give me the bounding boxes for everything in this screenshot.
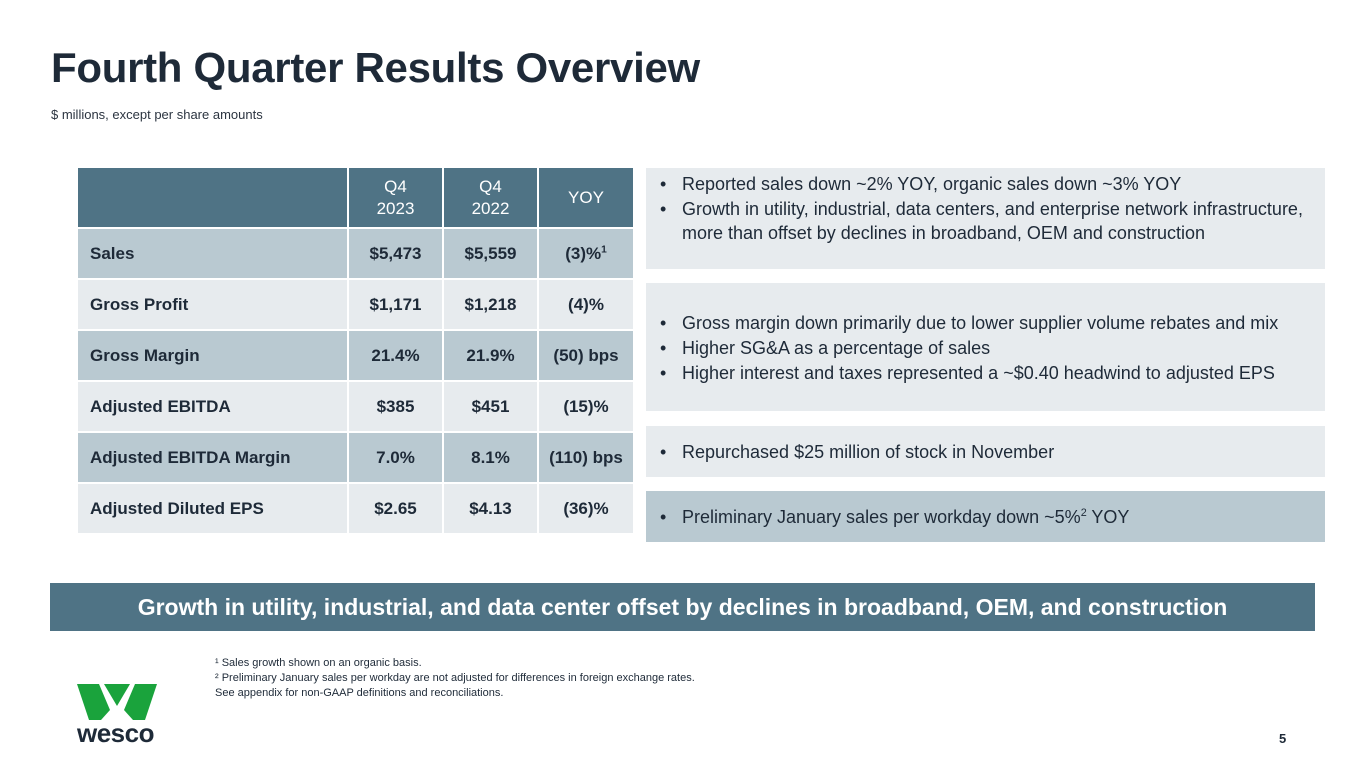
bullet-text: Preliminary January sales per workday do… bbox=[682, 507, 1081, 527]
wesco-w-mark-icon bbox=[77, 684, 157, 720]
cell-q4-2023: 7.0% bbox=[348, 432, 444, 484]
bullet-text: Growth in utility, industrial, data cent… bbox=[682, 199, 1303, 243]
footnote-2: ² Preliminary January sales per workday … bbox=[215, 672, 695, 684]
cell-yoy: (110) bps bbox=[538, 432, 635, 484]
list-item: • Repurchased $25 million of stock in Nov… bbox=[660, 440, 1325, 464]
highlights-sales-box: • Reported sales down ~2% YOY, organic sa… bbox=[646, 168, 1325, 269]
row-label: Adjusted Diluted EPS bbox=[78, 483, 349, 535]
row-label: Gross Profit bbox=[78, 279, 349, 331]
header-q4-2022-line2: 2022 bbox=[471, 198, 510, 218]
footnote-ref-2: 2 bbox=[1080, 507, 1087, 519]
cell-q4-2022: $451 bbox=[443, 381, 539, 433]
header-q4-2023-line1: Q4 bbox=[384, 176, 407, 196]
table-header-row: Q4 2023 Q4 2022 YOY bbox=[78, 168, 635, 229]
list-item: • Higher SG&A as a percentage of sales bbox=[660, 336, 1325, 360]
table-row: Sales $5,473 $5,559 (3)%1 bbox=[78, 228, 635, 280]
row-label: Gross Margin bbox=[78, 330, 349, 382]
results-table: Q4 2023 Q4 2022 YOY Sales $5,473 $5,559 … bbox=[78, 168, 635, 535]
list-item: • Reported sales down ~2% YOY, organic sa… bbox=[660, 172, 1325, 196]
list-item: • Growth in utility, industrial, data cen… bbox=[660, 197, 1325, 245]
cell-q4-2022: 21.9% bbox=[443, 330, 539, 382]
bullet-text: Higher interest and taxes represented a … bbox=[682, 363, 1275, 383]
bullet-text: Repurchased $25 million of stock in Nove… bbox=[682, 442, 1055, 462]
bullet-text: Gross margin down primarily due to lower… bbox=[682, 313, 1279, 333]
wesco-wordmark: wesco bbox=[77, 718, 155, 748]
header-q4-2023-line2: 2023 bbox=[376, 198, 415, 218]
footnote-3: See appendix for non-GAAP definitions an… bbox=[215, 687, 504, 699]
cell-q4-2022: 8.1% bbox=[443, 432, 539, 484]
bullet-icon: • bbox=[660, 507, 667, 527]
header-q4-2023: Q4 2023 bbox=[348, 168, 444, 229]
footnotes: ¹ Sales growth shown on an organic basis… bbox=[215, 656, 695, 701]
cell-yoy: (3)%1 bbox=[538, 228, 635, 280]
cell-yoy: (4)% bbox=[538, 279, 635, 331]
header-yoy: YOY bbox=[538, 168, 635, 229]
table-row: Adjusted Diluted EPS $2.65 $4.13 (36)% bbox=[78, 483, 635, 535]
list-item: • Gross margin down primarily due to lowe… bbox=[660, 311, 1325, 335]
header-empty-cell bbox=[78, 168, 349, 229]
cell-q4-2023: $385 bbox=[348, 381, 444, 433]
footnote-ref-1: 1 bbox=[601, 243, 607, 255]
page-subtitle: $ millions, except per share amounts bbox=[51, 107, 263, 122]
bullet-text: Reported sales down ~2% YOY, organic sal… bbox=[682, 174, 1182, 194]
wesco-logo: wesco bbox=[77, 684, 157, 748]
row-label: Adjusted EBITDA bbox=[78, 381, 349, 433]
bullet-text: Higher SG&A as a percentage of sales bbox=[682, 338, 991, 358]
cell-q4-2023: $5,473 bbox=[348, 228, 444, 280]
table-row: Adjusted EBITDA $385 $451 (15)% bbox=[78, 381, 635, 433]
cell-yoy: (50) bps bbox=[538, 330, 635, 382]
bullet-icon: • bbox=[660, 199, 667, 219]
list-item: • Higher interest and taxes represented a… bbox=[660, 361, 1325, 385]
bullet-text-end: YOY bbox=[1086, 507, 1130, 527]
highlights-repurchase-box: • Repurchased $25 million of stock in Nov… bbox=[646, 426, 1325, 477]
footnote-1: ¹ Sales growth shown on an organic basis… bbox=[215, 657, 422, 669]
cell-yoy: (36)% bbox=[538, 483, 635, 535]
row-label: Adjusted EBITDA Margin bbox=[78, 432, 349, 484]
page-number: 5 bbox=[1279, 731, 1287, 746]
bullet-icon: • bbox=[660, 338, 667, 358]
cell-q4-2022: $1,218 bbox=[443, 279, 539, 331]
cell-q4-2022: $4.13 bbox=[443, 483, 539, 535]
list-item: • Preliminary January sales per workday d… bbox=[660, 505, 1325, 529]
page-title: Fourth Quarter Results Overview bbox=[51, 44, 700, 91]
table-row: Adjusted EBITDA Margin 7.0% 8.1% (110) b… bbox=[78, 432, 635, 484]
header-q4-2022: Q4 2022 bbox=[443, 168, 539, 229]
cell-q4-2023: 21.4% bbox=[348, 330, 444, 382]
highlights-margin-box: • Gross margin down primarily due to lowe… bbox=[646, 283, 1325, 411]
header-q4-2022-line1: Q4 bbox=[479, 176, 502, 196]
row-label: Sales bbox=[78, 228, 349, 280]
bullet-icon: • bbox=[660, 363, 667, 383]
bullet-icon: • bbox=[660, 174, 667, 194]
cell-q4-2023: $2.65 bbox=[348, 483, 444, 535]
table-row: Gross Margin 21.4% 21.9% (50) bps bbox=[78, 330, 635, 382]
cell-q4-2023: $1,171 bbox=[348, 279, 444, 331]
bullet-icon: • bbox=[660, 313, 667, 333]
highlights-january-box: • Preliminary January sales per workday d… bbox=[646, 491, 1325, 542]
bullet-icon: • bbox=[660, 442, 667, 462]
summary-banner: Growth in utility, industrial, and data … bbox=[50, 583, 1315, 631]
cell-q4-2022: $5,559 bbox=[443, 228, 539, 280]
cell-yoy-value: (3)% bbox=[565, 243, 602, 263]
table-row: Gross Profit $1,171 $1,218 (4)% bbox=[78, 279, 635, 331]
cell-yoy: (15)% bbox=[538, 381, 635, 433]
